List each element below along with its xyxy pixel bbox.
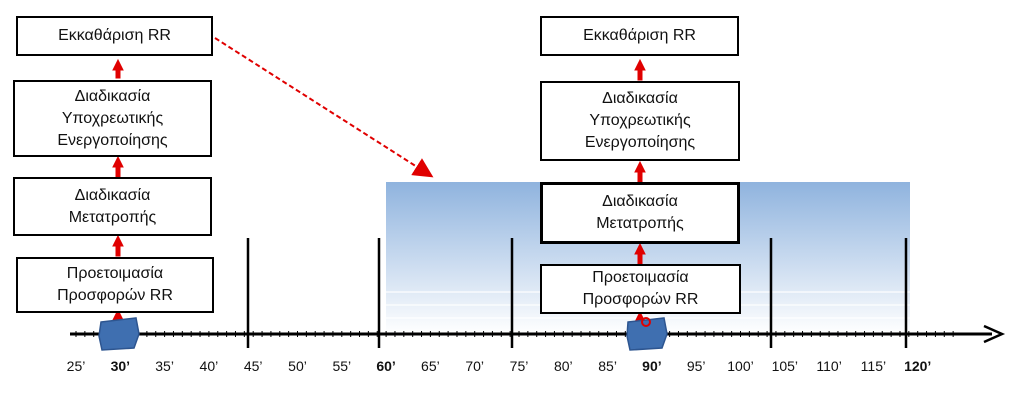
tick-label: 110’ <box>816 358 842 374</box>
left-conversion-box: Διαδικασία Μετατροπής <box>13 177 212 236</box>
tick-label: 100’ <box>727 358 754 374</box>
tick-label: 55’ <box>332 358 352 374</box>
right-bid-preparation-box: Προετοιμασία Προσφορών RR <box>540 264 741 314</box>
tick-label: 65’ <box>421 358 440 374</box>
tick-label: 85’ <box>598 358 617 374</box>
timeline-marker-90 <box>626 317 668 351</box>
tick-label: 95’ <box>686 358 706 374</box>
tick-label: 75’ <box>509 358 529 374</box>
tick-label: 40’ <box>199 358 219 374</box>
tick-label: 70’ <box>465 358 485 374</box>
left-bid-preparation-box: Προετοιμασία Προσφορών RR <box>16 257 214 313</box>
tick-label: 105’ <box>771 358 799 374</box>
tick-label: 45’ <box>243 358 263 374</box>
left-clearing-box: Εκκαθάριση RR <box>16 16 213 56</box>
right-mandatory-activation-box: Διαδικασία Υποχρεωτικής Ενεργοποίησης <box>540 81 740 161</box>
tick-label: 115’ <box>860 358 887 374</box>
tick-label: 90’ <box>642 358 662 374</box>
tick-label: 120’ <box>904 358 932 374</box>
right-conversion-box: Διαδικασία Μετατροπής <box>540 182 740 244</box>
tick-label: 50’ <box>288 358 307 374</box>
tick-label: 80’ <box>553 358 573 374</box>
tick-label: 25’ <box>66 358 86 374</box>
dashed-transfer-arrow <box>214 37 434 178</box>
left-mandatory-activation-box: Διαδικασία Υποχρεωτικής Ενεργοποίησης <box>13 80 212 157</box>
up-arrow-icon <box>112 155 124 178</box>
tick-label: 60’ <box>376 358 396 374</box>
timeline-arrowhead-icon <box>983 324 1006 344</box>
up-arrow-icon <box>634 58 646 81</box>
up-arrow-icon <box>112 234 124 257</box>
tick-label: 35’ <box>155 358 174 374</box>
right-stack-arrows <box>634 58 646 331</box>
up-arrow-icon <box>634 160 646 183</box>
minor-ticks <box>75 331 954 337</box>
up-arrow-icon <box>112 58 124 79</box>
right-clearing-box: Εκκαθάριση RR <box>540 16 739 56</box>
timeline-marker-30 <box>98 317 140 351</box>
tick-label: 30’ <box>110 358 131 374</box>
